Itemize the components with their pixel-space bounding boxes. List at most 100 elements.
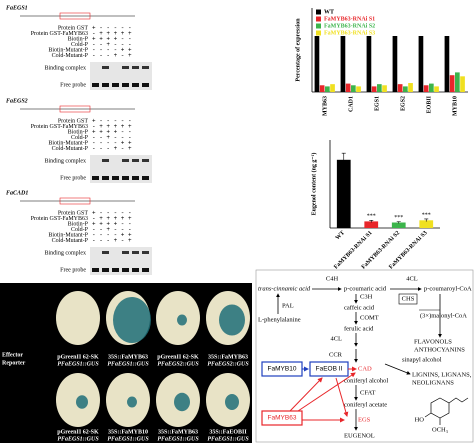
gus-stain — [177, 314, 187, 326]
row-label: Protein GST — [58, 210, 89, 216]
gel-band — [132, 268, 139, 272]
gel-band — [122, 66, 129, 69]
compound: p-coumaric acid — [344, 285, 387, 292]
enzyme: CHS — [402, 295, 415, 302]
significance: *** — [422, 212, 431, 218]
gel-band — [92, 268, 99, 272]
row-signs: - - - - + + — [92, 47, 132, 54]
bar — [364, 221, 379, 228]
gel-band — [112, 176, 119, 180]
product: EUGENOL — [344, 432, 375, 439]
effector-label: 35S::FaMYB63 — [208, 354, 248, 360]
probe-box — [59, 197, 91, 205]
row-label: Biotin-P — [68, 129, 89, 135]
compound: trans-cinnamic acid — [258, 285, 311, 292]
gel-band — [142, 251, 149, 254]
bar — [419, 220, 434, 228]
row-signs: - - - - + + — [92, 232, 132, 239]
gel-band — [122, 159, 129, 162]
regulator: FaMYB10 — [268, 366, 297, 373]
row-signs: - - + - - - — [92, 226, 132, 233]
gel-band — [132, 251, 139, 254]
legend-label: FaMYB63-RNAi S3 — [324, 30, 375, 36]
compound: L-phenylalanine — [258, 316, 301, 323]
reporter-label: PFaEGS1::GUS — [57, 361, 99, 367]
gel-band — [102, 83, 109, 87]
legend-swatch — [316, 23, 321, 29]
band-label: Binding complex — [45, 250, 87, 256]
row-label: Biotin-P — [68, 36, 89, 42]
x-tick-label: MYB10 — [452, 96, 458, 116]
gel-band — [112, 268, 119, 272]
gel-band — [112, 83, 119, 87]
gel-band — [92, 83, 99, 87]
significance: *** — [367, 214, 376, 220]
bar — [392, 36, 398, 92]
gel-band — [102, 159, 109, 162]
row-signs: + + + + - - — [92, 36, 132, 43]
arrow — [289, 377, 323, 412]
gus-stain — [113, 297, 151, 343]
row-signs: + - - - - - — [92, 118, 132, 125]
row-signs: - - + - - - — [92, 134, 132, 141]
x-tick-label: CAD1 — [348, 96, 354, 112]
gene-label: FaEGS2 — [6, 98, 28, 104]
row-label: Protein GST — [58, 118, 89, 124]
product: FLAVONOLS — [414, 338, 452, 345]
error-bar — [341, 152, 346, 167]
gel-band — [142, 83, 149, 87]
enzyme: C4H — [326, 275, 339, 282]
bar — [345, 83, 351, 92]
row-signs: + - - - - - — [92, 210, 132, 217]
bar — [366, 36, 372, 92]
gel-band — [102, 251, 109, 254]
gel-band — [142, 66, 149, 69]
effector-label: pGreenII 62-SK — [157, 354, 199, 360]
y-axis-label: Percentage of expression — [295, 18, 301, 82]
compound: p-coumaroyl-CoA — [424, 285, 472, 292]
bar — [403, 86, 408, 92]
pathway-panel: C4H 4CL trans-cinnamic acid p-coumaric a… — [255, 269, 474, 443]
bar — [434, 86, 439, 92]
legend-swatch — [316, 9, 321, 15]
gel-band — [122, 268, 129, 272]
effector-label: 35S::FaMYB63 — [158, 429, 198, 435]
bar — [356, 86, 361, 92]
gene-label: FaCAD1 — [6, 190, 28, 196]
gus-stain — [76, 395, 88, 409]
row-label: Biotin-Mutant-P — [48, 47, 88, 53]
row-signs: - - - + - + — [92, 52, 132, 59]
row-signs: + + + + - - — [92, 129, 132, 136]
reporter-label: PFaEGS1::GUS — [107, 436, 149, 442]
error-bar — [396, 221, 401, 224]
error-bar — [424, 218, 429, 222]
gel — [90, 62, 152, 90]
enzyme: C3H — [360, 293, 373, 300]
gene-label: FaEGS1 — [6, 5, 28, 11]
x-tick-label: EOBII — [426, 95, 432, 113]
legend-swatch — [316, 16, 321, 22]
gel-band — [122, 251, 129, 254]
compound: (3×)malonyl-CoA — [420, 312, 467, 319]
row-signs: + + + + - - — [92, 221, 132, 228]
gel-band — [92, 176, 99, 180]
legend-label: FaMYB63-RNAi S2 — [324, 23, 375, 29]
regulator: FaMYB63 — [268, 415, 297, 422]
gel-band — [142, 159, 149, 162]
bar — [351, 85, 356, 92]
row-label: Biotin-P — [68, 221, 89, 227]
error-bar — [369, 220, 374, 223]
effector-label: 35S::FaMYB10 — [108, 429, 148, 435]
gel-band — [102, 66, 109, 69]
row-signs: - - - + - + — [92, 237, 132, 244]
row-label: Protein GST-FaMYB63 — [31, 31, 88, 37]
gel — [90, 155, 152, 183]
band-label: Free probe — [60, 175, 86, 181]
reporter-label: PFaEGS2::GUS — [157, 361, 199, 367]
x-tick-label: WT — [335, 230, 346, 241]
bar — [382, 85, 387, 92]
enzyme-box — [398, 293, 418, 305]
row-signs: - - - + - + — [92, 145, 132, 152]
reporter-label: PFaEGS2::GUS — [207, 361, 249, 367]
